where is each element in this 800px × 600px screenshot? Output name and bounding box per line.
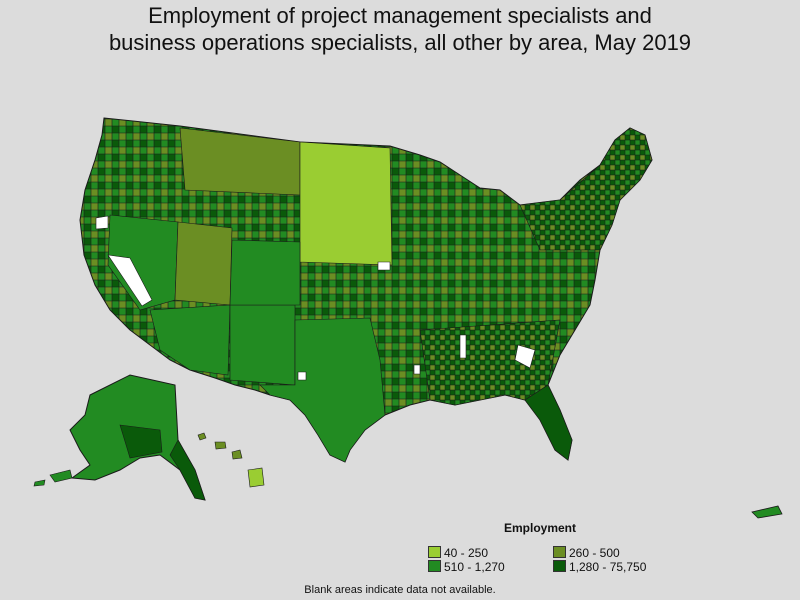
region-northeast <box>519 127 653 251</box>
map-title: Employment of project management special… <box>0 2 800 56</box>
legend-swatch-1 <box>428 546 441 558</box>
no-data-area-ok <box>297 371 307 381</box>
data-availability-note: Blank areas indicate data not available. <box>304 584 496 596</box>
legend-label-4: 1,280 - 75,750 <box>569 560 647 574</box>
no-data-area-sc <box>514 344 536 369</box>
legend-item-4: 1,280 - 75,750 <box>553 560 646 574</box>
region-montana <box>179 127 301 196</box>
aleutian-islands <box>33 469 73 487</box>
region-southeast <box>419 319 561 406</box>
region-utah <box>174 221 233 306</box>
title-line-1: Employment of project management special… <box>148 3 652 28</box>
region-arizona <box>149 304 231 376</box>
region-nevada <box>107 214 179 311</box>
region-texas <box>259 317 386 463</box>
no-data-area-ms <box>459 334 467 359</box>
alaska-region-south <box>119 424 163 459</box>
no-data-area-ks <box>377 261 391 271</box>
legend-item-2: 260 - 500 <box>553 546 620 560</box>
legend-label-2: 260 - 500 <box>569 546 620 560</box>
no-data-area-or <box>95 215 109 230</box>
title-line-2: business operations specialists, all oth… <box>108 30 692 55</box>
legend-swatch-3 <box>428 560 441 572</box>
legend-label-1: 40 - 250 <box>444 546 489 560</box>
legend-item-3: 510 - 1,270 <box>428 560 505 574</box>
region-dakotas <box>299 141 393 266</box>
no-data-area-la <box>413 364 421 375</box>
legend-swatch-2 <box>553 546 566 558</box>
legend-title: Employment <box>504 521 577 535</box>
legend-swatch-4 <box>553 560 566 572</box>
puerto-rico <box>751 505 783 519</box>
hawaii <box>197 432 265 488</box>
no-data-area-nv <box>107 254 153 307</box>
region-new-mexico <box>229 304 296 386</box>
region-florida <box>524 384 573 461</box>
alaska-panhandle <box>169 439 206 501</box>
map-legend: Employment 40 - 250 260 - 500 510 - 1,27… <box>428 520 678 580</box>
region-colorado <box>229 239 301 306</box>
legend-label-3: 510 - 1,270 <box>444 560 505 574</box>
legend-item-1: 40 - 250 <box>428 546 488 560</box>
